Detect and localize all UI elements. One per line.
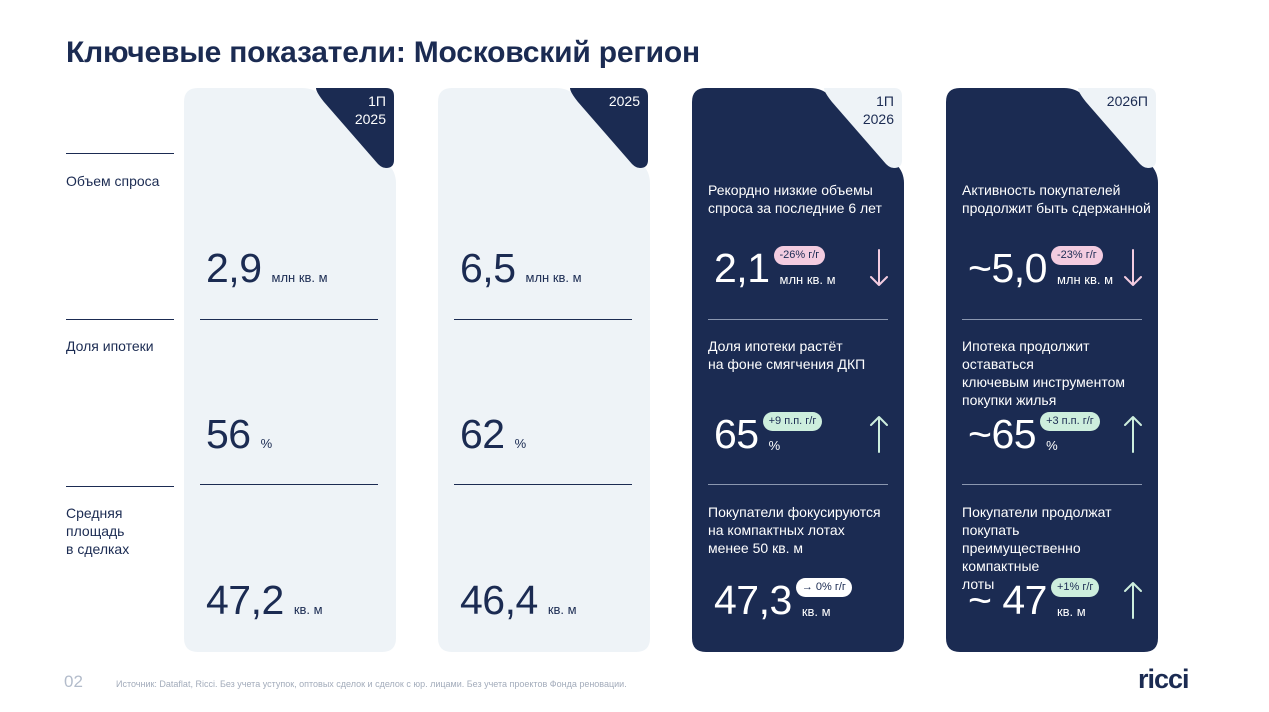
period-tab [570, 88, 648, 168]
source-note: Источник: Dataflat, Ricci. Без учета уст… [116, 679, 627, 689]
metric-value: 65 [714, 411, 759, 457]
metric-value: 62 [460, 411, 505, 457]
column-background [184, 88, 396, 652]
metric-value: 56 [206, 411, 251, 457]
period-column-3: 1П 2026 Рекордно низкие объемы спроса за … [692, 88, 904, 652]
metric-unit: млн кв. м [1056, 272, 1114, 287]
row-divider [66, 319, 174, 320]
row-label-mortgage: Доля ипотеки [66, 338, 154, 354]
metric-value: 2,9 [206, 245, 262, 291]
period-column-4: 2026П Активность покупателей продолжит бы… [946, 88, 1158, 652]
cell-divider [708, 484, 888, 485]
metric-unit: % [1046, 438, 1058, 453]
arrow-down-icon [870, 249, 888, 286]
metric-unit: % [514, 436, 527, 451]
metric-comment: Рекордно низкие объемы спроса за последн… [708, 182, 882, 216]
metric-unit: % [768, 438, 781, 453]
arrow-up-icon [1124, 416, 1142, 453]
metric-value: ~5,0 [968, 245, 1047, 291]
metric-value: 6,5 [460, 245, 516, 291]
row-label-demand: Объем спроса [66, 173, 160, 189]
metric-unit: кв. м [547, 602, 577, 617]
metric-value: 47,3 [714, 577, 792, 623]
metric-unit: млн кв. м [779, 272, 836, 287]
cell-divider [200, 319, 378, 320]
cell-divider [200, 484, 378, 485]
period-tab [1078, 88, 1156, 168]
yoy-change-badge: +1% г/г [1050, 578, 1100, 597]
column-background [438, 88, 650, 652]
period-column-2: 2025 6,5 млн кв. м 62% 46,4 кв. м [438, 88, 650, 652]
yoy-change-badge: → 0% г/г [795, 578, 852, 597]
yoy-change-badge: +9 п.п. г/г [762, 412, 823, 431]
metric-unit: кв. м [1056, 604, 1086, 619]
metric-comment: Доля ипотеки растёт на фоне смягчения ДК… [708, 338, 866, 372]
metric-comment: Покупатели продолжат покупать преимущест… [962, 504, 1112, 592]
metric-unit: млн кв. м [271, 270, 328, 285]
period-column-1: 1П 2025 2,9 млн кв. м 56% 47,2 кв. м [184, 88, 396, 652]
cell-divider [962, 319, 1142, 320]
page-number: 02 [64, 672, 83, 691]
cell-divider [962, 484, 1142, 485]
row-label-area: Средняя площадь в сделках [66, 505, 130, 557]
metric-comment: Активность покупателей продолжит быть сд… [962, 182, 1151, 216]
metric-value: 46,4 [460, 577, 538, 623]
column-background [692, 88, 904, 652]
period-tab [824, 88, 902, 168]
metric-unit: % [260, 436, 273, 451]
row-divider [66, 486, 174, 487]
metric-comment: Ипотека продолжит оставаться ключевым ин… [962, 338, 1125, 408]
metric-unit: кв. м [801, 604, 831, 619]
period-tab [316, 88, 394, 168]
period-label: 1П 2026 [862, 93, 894, 127]
cell-divider [454, 484, 632, 485]
metric-value: ~65 [968, 411, 1037, 457]
arrow-up-icon [1124, 582, 1142, 619]
yoy-change-badge: -23% г/г [1050, 246, 1103, 265]
column-background [946, 88, 1158, 652]
period-label: 2026П [1106, 93, 1148, 109]
metric-comment: Покупатели фокусируются на компактных ло… [708, 504, 881, 556]
period-label: 1П 2025 [354, 93, 386, 127]
metric-value: 47,2 [206, 577, 284, 623]
yoy-change-badge: +3 п.п. г/г [1040, 412, 1100, 431]
period-label: 2025 [608, 93, 640, 109]
row-divider [66, 153, 174, 154]
metric-unit: кв. м [293, 602, 323, 617]
metric-unit: млн кв. м [525, 270, 582, 285]
metric-value: 2,1 [714, 245, 770, 291]
metric-value: ~ 47 [968, 577, 1047, 623]
cell-divider [454, 319, 632, 320]
cell-divider [708, 319, 888, 320]
arrow-up-icon [870, 416, 888, 453]
ricci-logo: ricci [1138, 664, 1190, 694]
arrow-down-icon [1124, 249, 1142, 286]
yoy-change-badge: -26% г/г [773, 246, 826, 265]
page-title: Ключевые показатели: Московский регион [66, 36, 700, 69]
